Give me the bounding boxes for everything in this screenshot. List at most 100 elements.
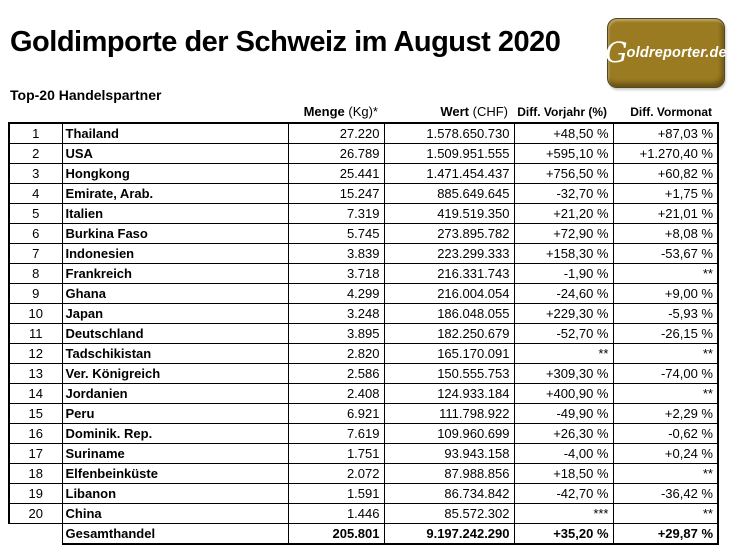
diff-vormonat-cell: +9,00 % (612, 283, 719, 304)
rank-cell: 14 (8, 383, 63, 404)
diff-vorjahr-cell: -42,70 % (513, 483, 614, 504)
rank-cell: 12 (8, 343, 63, 364)
diff-vorjahr-cell: -1,90 % (513, 263, 614, 284)
rank-cell: 5 (8, 203, 63, 224)
wert-cell: 216.004.054 (383, 283, 515, 304)
menge-cell: 26.789 (287, 143, 385, 164)
table-row: 14 Jordanien 2.408 124.933.184 +400,90 %… (8, 383, 719, 404)
menge-cell: 1.751 (287, 443, 385, 464)
rank-cell: 4 (8, 183, 63, 204)
table-row: 7 Indonesien 3.839 223.299.333 +158,30 %… (8, 243, 719, 264)
wert-cell: 111.798.922 (383, 403, 515, 424)
menge-cell: 3.718 (287, 263, 385, 284)
menge-cell: 15.247 (287, 183, 385, 204)
wert-cell: 87.988.856 (383, 463, 515, 484)
table-subtitle: Top-20 Handelspartner (10, 87, 162, 103)
table-row: 10 Japan 3.248 186.048.055 +229,30 % -5,… (8, 303, 719, 324)
menge-cell: 5.745 (287, 223, 385, 244)
diff-vorjahr-cell: *** (513, 503, 614, 524)
diff-vormonat-cell: -74,00 % (612, 363, 719, 384)
wert-cell: 150.555.753 (383, 363, 515, 384)
wert-cell: 1.509.951.555 (383, 143, 515, 164)
diff-vorjahr-cell: +595,10 % (513, 143, 614, 164)
diff-vorjahr-cell: -32,70 % (513, 183, 614, 204)
wert-cell: 223.299.333 (383, 243, 515, 264)
country-cell: Jordanien (61, 383, 289, 404)
menge-cell: 1.591 (287, 483, 385, 504)
table-row: 17 Suriname 1.751 93.943.158 -4,00 % +0,… (8, 443, 719, 464)
total-row: Gesamthandel 205.801 9.197.242.290 +35,2… (9, 523, 719, 545)
country-cell: Libanon (61, 483, 289, 504)
country-cell: Frankreich (61, 263, 289, 284)
table-row: 1 Thailand 27.220 1.578.650.730 +48,50 %… (8, 122, 719, 144)
diff-vorjahr-cell: +400,90 % (513, 383, 614, 404)
table-row: 9 Ghana 4.299 216.004.054 -24,60 % +9,00… (8, 283, 719, 304)
table-row: 11 Deutschland 3.895 182.250.679 -52,70 … (8, 323, 719, 344)
rank-cell: 8 (8, 263, 63, 284)
diff-vorjahr-cell: -52,70 % (513, 323, 614, 344)
wert-cell: 9.197.242.290 (383, 523, 515, 545)
diff-vormonat-cell: +1,75 % (612, 183, 719, 204)
table-row: 13 Ver. Königreich 2.586 150.555.753 +30… (8, 363, 719, 384)
table-row: 16 Dominik. Rep. 7.619 109.960.699 +26,3… (8, 423, 719, 444)
rank-cell: 3 (8, 163, 63, 184)
menge-column-header: Menge (Kg)* (303, 104, 378, 119)
wert-cell: 885.649.645 (383, 183, 515, 204)
diff-vormonat-cell: ** (612, 263, 719, 284)
diff-vorjahr-cell: ** (513, 343, 614, 364)
menge-cell: 7.319 (287, 203, 385, 224)
diff-vorjahr-cell: +309,30 % (513, 363, 614, 384)
table-row: 20 China 1.446 85.572.302 *** ** (8, 503, 719, 524)
diff-vorjahr-cell: +21,20 % (513, 203, 614, 224)
diff-vormonat-cell: +21,01 % (612, 203, 719, 224)
table-row: 8 Frankreich 3.718 216.331.743 -1,90 % *… (8, 263, 719, 284)
table-row: 2 USA 26.789 1.509.951.555 +595,10 % +1.… (8, 143, 719, 164)
menge-cell: 2.408 (287, 383, 385, 404)
table-row: 6 Burkina Faso 5.745 273.895.782 +72,90 … (8, 223, 719, 244)
diff-vormonat-cell: -53,67 % (612, 243, 719, 264)
country-cell: Suriname (61, 443, 289, 464)
country-cell: Ver. Königreich (61, 363, 289, 384)
table-row: 18 Elfenbeinküste 2.072 87.988.856 +18,5… (8, 463, 719, 484)
trade-partners-table: 1 Thailand 27.220 1.578.650.730 +48,50 %… (8, 122, 719, 545)
menge-cell: 4.299 (287, 283, 385, 304)
menge-cell: 2.586 (287, 363, 385, 384)
menge-cell: 2.072 (287, 463, 385, 484)
wert-cell: 93.943.158 (383, 443, 515, 464)
menge-cell: 6.921 (287, 403, 385, 424)
logo-text: oldreporter.de (626, 45, 727, 61)
diff-vormonat-cell: -5,93 % (612, 303, 719, 324)
country-cell: Thailand (61, 122, 289, 144)
table-row: 19 Libanon 1.591 86.734.842 -42,70 % -36… (8, 483, 719, 504)
wert-cell: 165.170.091 (383, 343, 515, 364)
diff-vormonat-cell: -36,42 % (612, 483, 719, 504)
rank-cell: 15 (8, 403, 63, 424)
country-cell: Gesamthandel (61, 523, 289, 545)
wert-cell: 273.895.782 (383, 223, 515, 244)
menge-cell: 25.441 (287, 163, 385, 184)
menge-cell: 3.839 (287, 243, 385, 264)
wert-cell: 1.578.650.730 (383, 122, 515, 144)
country-cell: China (61, 503, 289, 524)
diff-vorjahr-cell: +48,50 % (513, 122, 614, 144)
rank-cell: 18 (8, 463, 63, 484)
table-row: 12 Tadschikistan 2.820 165.170.091 ** ** (8, 343, 719, 364)
wert-cell: 216.331.743 (383, 263, 515, 284)
wert-cell: 109.960.699 (383, 423, 515, 444)
wert-cell: 124.933.184 (383, 383, 515, 404)
country-cell: Burkina Faso (61, 223, 289, 244)
rank-cell (9, 523, 63, 544)
diff-vorjahr-cell: +229,30 % (513, 303, 614, 324)
rank-cell: 20 (8, 503, 63, 524)
wert-cell: 419.519.350 (383, 203, 515, 224)
country-cell: Japan (61, 303, 289, 324)
menge-cell: 1.446 (287, 503, 385, 524)
rank-cell: 1 (8, 122, 63, 144)
diff-vormonat-cell: ** (612, 383, 719, 404)
country-cell: USA (61, 143, 289, 164)
table-row: 3 Hongkong 25.441 1.471.454.437 +756,50 … (8, 163, 719, 184)
diff-vorjahr-cell: -24,60 % (513, 283, 614, 304)
rank-cell: 6 (8, 223, 63, 244)
diff-vorjahr-cell: +26,30 % (513, 423, 614, 444)
